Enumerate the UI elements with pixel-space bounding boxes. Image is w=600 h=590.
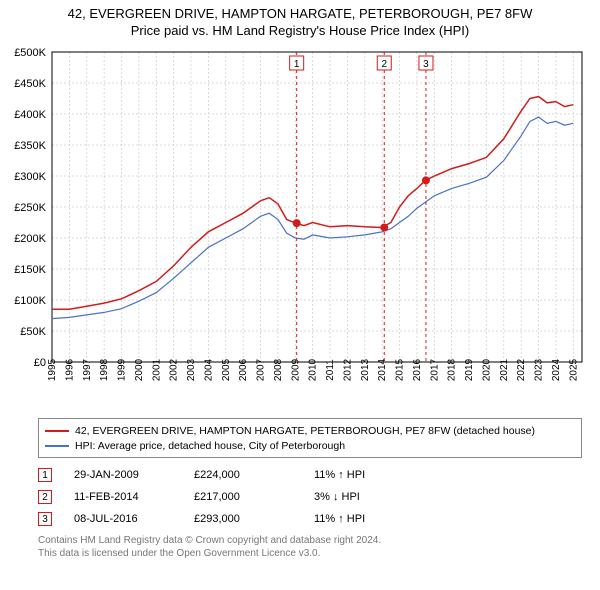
svg-text:£300K: £300K <box>14 171 46 183</box>
marker-num: 1 <box>42 470 48 481</box>
marker-date: 11-FEB-2014 <box>74 491 194 503</box>
marker-date: 08-JUL-2016 <box>74 513 194 525</box>
svg-text:£50K: £50K <box>20 326 46 338</box>
footer-line1: Contains HM Land Registry data © Crown c… <box>38 534 582 547</box>
marker-num: 2 <box>42 492 48 503</box>
legend-swatch <box>45 430 69 432</box>
chart-legend: 42, EVERGREEN DRIVE, HAMPTON HARGATE, PE… <box>38 418 582 458</box>
marker-direction: 11% ↑ HPI <box>314 469 414 481</box>
legend-label: HPI: Average price, detached house, City… <box>75 440 345 452</box>
title-line2: Price paid vs. HM Land Registry's House … <box>8 23 592 38</box>
title-line1: 42, EVERGREEN DRIVE, HAMPTON HARGATE, PE… <box>8 6 592 21</box>
footer-line2: This data is licensed under the Open Gov… <box>38 547 582 560</box>
marker-row: 1 29-JAN-2009 £224,000 11% ↑ HPI <box>38 464 582 486</box>
marker-row: 3 08-JUL-2016 £293,000 11% ↑ HPI <box>38 508 582 530</box>
chart-title: 42, EVERGREEN DRIVE, HAMPTON HARGATE, PE… <box>0 0 600 42</box>
marker-date: 29-JAN-2009 <box>74 469 194 481</box>
svg-text:£400K: £400K <box>14 109 46 121</box>
marker-num-box: 2 <box>38 490 52 504</box>
marker-num: 3 <box>42 514 48 525</box>
svg-text:£0: £0 <box>34 357 46 369</box>
svg-text:£500K: £500K <box>14 47 46 59</box>
marker-table: 1 29-JAN-2009 £224,000 11% ↑ HPI 2 11-FE… <box>38 464 582 530</box>
legend-swatch <box>45 445 69 447</box>
svg-text:£250K: £250K <box>14 202 46 214</box>
marker-direction: 3% ↓ HPI <box>314 491 414 503</box>
marker-row: 2 11-FEB-2014 £217,000 3% ↓ HPI <box>38 486 582 508</box>
svg-text:£200K: £200K <box>14 233 46 245</box>
svg-text:3: 3 <box>423 59 429 70</box>
chart-svg: £0 £50K £100K £150K £200K £250K £300K £350K £400… <box>0 42 600 412</box>
marker-price: £224,000 <box>194 469 314 481</box>
legend-label: 42, EVERGREEN DRIVE, HAMPTON HARGATE, PE… <box>75 425 535 437</box>
svg-text:£150K: £150K <box>14 264 46 276</box>
footer-attribution: Contains HM Land Registry data © Crown c… <box>38 534 582 560</box>
svg-text:£450K: £450K <box>14 78 46 90</box>
svg-text:2: 2 <box>381 59 387 70</box>
marker-direction: 11% ↑ HPI <box>314 513 414 525</box>
marker-price: £217,000 <box>194 491 314 503</box>
marker-num-box: 3 <box>38 512 52 526</box>
marker-num-box: 1 <box>38 468 52 482</box>
legend-row: HPI: Average price, detached house, City… <box>45 438 575 453</box>
legend-row: 42, EVERGREEN DRIVE, HAMPTON HARGATE, PE… <box>45 423 575 438</box>
svg-text:£350K: £350K <box>14 140 46 152</box>
svg-text:1: 1 <box>294 59 300 70</box>
marker-price: £293,000 <box>194 513 314 525</box>
svg-text:£100K: £100K <box>14 295 46 307</box>
price-chart: £0 £50K £100K £150K £200K £250K £300K £350K £400… <box>0 42 600 412</box>
